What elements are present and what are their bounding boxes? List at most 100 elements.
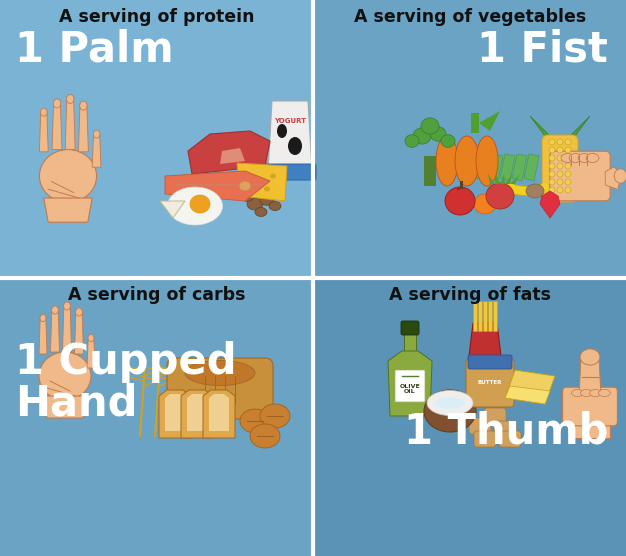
Polygon shape	[74, 312, 83, 354]
Ellipse shape	[250, 424, 280, 448]
FancyBboxPatch shape	[494, 421, 516, 437]
Ellipse shape	[476, 136, 498, 186]
Ellipse shape	[430, 127, 446, 141]
Ellipse shape	[587, 153, 599, 162]
Polygon shape	[478, 301, 482, 331]
Ellipse shape	[255, 207, 267, 216]
Ellipse shape	[39, 150, 96, 202]
Ellipse shape	[269, 201, 281, 211]
Polygon shape	[188, 131, 270, 174]
Text: A serving of vegetables: A serving of vegetables	[354, 8, 586, 26]
Polygon shape	[181, 390, 213, 438]
Ellipse shape	[288, 137, 302, 155]
Ellipse shape	[39, 352, 91, 400]
Bar	[0, 278, 313, 556]
Ellipse shape	[580, 349, 600, 365]
Ellipse shape	[557, 139, 563, 145]
Ellipse shape	[93, 130, 100, 138]
Polygon shape	[52, 103, 62, 150]
Ellipse shape	[474, 194, 496, 214]
Ellipse shape	[565, 187, 571, 193]
FancyBboxPatch shape	[484, 408, 506, 424]
Ellipse shape	[76, 308, 83, 316]
FancyBboxPatch shape	[395, 370, 425, 402]
Ellipse shape	[41, 108, 47, 116]
Polygon shape	[473, 301, 477, 331]
Polygon shape	[237, 163, 287, 201]
Ellipse shape	[240, 409, 270, 433]
Polygon shape	[469, 323, 501, 356]
Ellipse shape	[572, 389, 583, 396]
Polygon shape	[203, 390, 235, 438]
Polygon shape	[209, 394, 229, 431]
Polygon shape	[488, 301, 492, 331]
Ellipse shape	[557, 179, 563, 185]
Polygon shape	[488, 154, 503, 181]
Polygon shape	[560, 116, 590, 146]
Ellipse shape	[435, 397, 465, 409]
Ellipse shape	[565, 155, 571, 161]
FancyBboxPatch shape	[499, 431, 521, 447]
Ellipse shape	[549, 187, 555, 193]
Ellipse shape	[557, 155, 563, 161]
FancyBboxPatch shape	[550, 151, 610, 201]
Bar	[460, 181, 463, 189]
Polygon shape	[159, 390, 191, 438]
Ellipse shape	[557, 171, 563, 177]
Polygon shape	[500, 154, 515, 181]
Text: 1 Thumb: 1 Thumb	[404, 411, 608, 453]
Polygon shape	[488, 174, 495, 184]
Ellipse shape	[565, 163, 571, 169]
Polygon shape	[505, 174, 512, 184]
Ellipse shape	[421, 118, 439, 134]
FancyBboxPatch shape	[468, 355, 512, 369]
Ellipse shape	[260, 404, 290, 428]
Ellipse shape	[561, 153, 573, 162]
Polygon shape	[39, 318, 47, 354]
FancyBboxPatch shape	[474, 431, 496, 447]
Polygon shape	[483, 301, 487, 331]
Ellipse shape	[557, 163, 563, 169]
Polygon shape	[388, 351, 432, 416]
Ellipse shape	[80, 101, 87, 110]
Bar	[313, 0, 626, 278]
Ellipse shape	[239, 181, 251, 191]
Ellipse shape	[413, 128, 431, 144]
Polygon shape	[65, 99, 75, 150]
Polygon shape	[39, 112, 48, 152]
Ellipse shape	[549, 155, 555, 161]
FancyBboxPatch shape	[563, 387, 617, 426]
Ellipse shape	[270, 173, 276, 178]
Ellipse shape	[405, 135, 419, 147]
Bar	[313, 278, 626, 556]
Ellipse shape	[549, 147, 555, 153]
Ellipse shape	[549, 171, 555, 177]
Ellipse shape	[486, 183, 514, 209]
Ellipse shape	[53, 99, 61, 108]
Ellipse shape	[424, 390, 476, 432]
Bar	[570, 420, 610, 438]
Polygon shape	[524, 154, 539, 181]
Text: A serving of carbs: A serving of carbs	[68, 286, 246, 304]
Ellipse shape	[66, 95, 74, 103]
Ellipse shape	[40, 314, 46, 321]
Text: 1 Palm: 1 Palm	[15, 28, 173, 70]
Polygon shape	[43, 396, 87, 418]
FancyBboxPatch shape	[167, 358, 273, 419]
Ellipse shape	[549, 179, 555, 185]
Polygon shape	[505, 370, 555, 404]
Polygon shape	[505, 386, 550, 404]
Polygon shape	[44, 198, 92, 222]
FancyBboxPatch shape	[469, 418, 491, 434]
Ellipse shape	[240, 191, 254, 201]
Ellipse shape	[557, 187, 563, 193]
FancyBboxPatch shape	[466, 359, 514, 407]
Polygon shape	[530, 116, 560, 146]
Ellipse shape	[445, 187, 475, 215]
Ellipse shape	[260, 195, 274, 205]
Polygon shape	[540, 191, 560, 218]
Polygon shape	[510, 174, 520, 184]
Polygon shape	[479, 111, 500, 131]
Ellipse shape	[565, 179, 571, 185]
Ellipse shape	[549, 139, 555, 145]
